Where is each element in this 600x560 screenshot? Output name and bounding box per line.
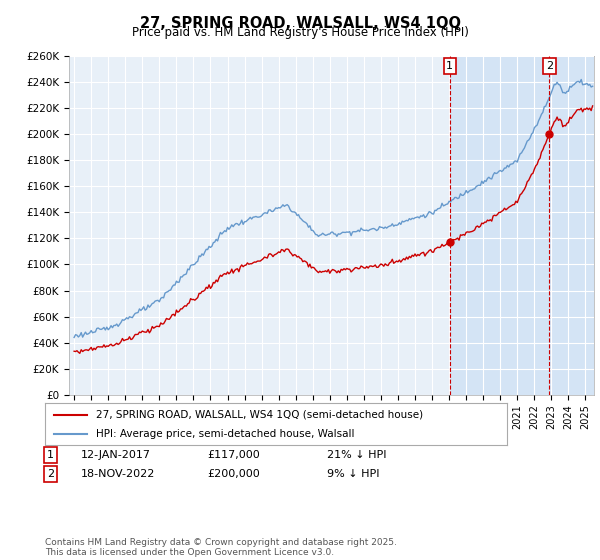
- Text: 2: 2: [47, 469, 54, 479]
- Bar: [450, 56, 594, 395]
- Text: 2: 2: [546, 61, 553, 71]
- Text: 21% ↓ HPI: 21% ↓ HPI: [327, 450, 386, 460]
- Text: 12-JAN-2017: 12-JAN-2017: [81, 450, 151, 460]
- Text: 27, SPRING ROAD, WALSALL, WS4 1QQ (semi-detached house): 27, SPRING ROAD, WALSALL, WS4 1QQ (semi-…: [96, 409, 423, 419]
- Text: £117,000: £117,000: [207, 450, 260, 460]
- Text: 1: 1: [446, 61, 453, 71]
- Text: HPI: Average price, semi-detached house, Walsall: HPI: Average price, semi-detached house,…: [96, 429, 355, 439]
- Text: 1: 1: [47, 450, 54, 460]
- Text: 9% ↓ HPI: 9% ↓ HPI: [327, 469, 380, 479]
- Text: Contains HM Land Registry data © Crown copyright and database right 2025.
This d: Contains HM Land Registry data © Crown c…: [45, 538, 397, 557]
- Text: £200,000: £200,000: [207, 469, 260, 479]
- Text: 18-NOV-2022: 18-NOV-2022: [81, 469, 155, 479]
- Text: 27, SPRING ROAD, WALSALL, WS4 1QQ: 27, SPRING ROAD, WALSALL, WS4 1QQ: [139, 16, 461, 31]
- Text: Price paid vs. HM Land Registry's House Price Index (HPI): Price paid vs. HM Land Registry's House …: [131, 26, 469, 39]
